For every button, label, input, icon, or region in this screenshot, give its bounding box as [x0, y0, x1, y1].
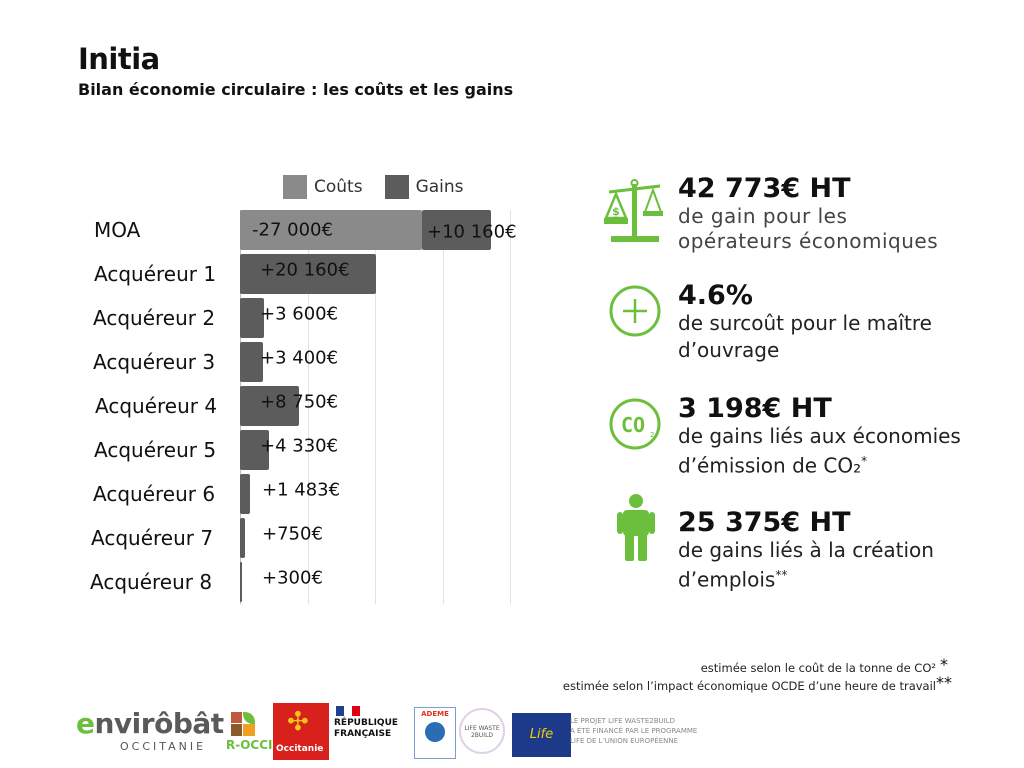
footnote-co2: estimée selon le coût de la tonne de CO² — [700, 661, 936, 675]
balance-scale-icon: $ — [604, 179, 663, 242]
data-label-gain: +10 160€ — [427, 221, 517, 243]
gridline — [307, 210, 309, 604]
bar-cost — [240, 210, 423, 250]
bar-gain — [240, 254, 377, 294]
footnote-mark: * — [861, 454, 868, 468]
footnote-mark: * — [940, 655, 948, 674]
bar-chart: MOA -27 000€ +10 160€ Acquéreur 1 +20 160€ Ac… — [0, 0, 560, 620]
category-label: Acquéreur 7 — [91, 526, 214, 550]
bar-gain — [240, 342, 263, 382]
kpi-owner-overcost: 4.6% de surcoût pour le maître d’ouvrage — [678, 281, 932, 363]
svg-text:$: $ — [612, 205, 620, 218]
category-label: Acquéreur 2 — [93, 306, 216, 330]
category-label: Acquéreur 5 — [94, 438, 217, 462]
kpi-value: 42 773€ HT — [678, 173, 851, 204]
eu-life-logo: Life — [512, 713, 571, 757]
bar-gain — [240, 474, 250, 514]
co2-icon: CO 2 — [609, 398, 661, 450]
life-funding-text: LE PROJET LIFE WASTE2BUILD A ÉTÉ FINANCÉ … — [570, 717, 698, 745]
kpi-desc: d’emplois — [678, 567, 776, 592]
bar-gain — [240, 386, 300, 426]
kpi-co2-gain: 3 198€ HT de gains liés aux économies d’… — [678, 394, 961, 479]
rocci-logo-text: R-OCCI — [226, 738, 273, 752]
rocci-logo-icon — [231, 712, 255, 736]
french-flag-icon — [336, 706, 360, 716]
data-label-gain: +300€ — [262, 567, 323, 589]
legend-label: Gains — [415, 177, 464, 197]
data-label-gain: +750€ — [262, 523, 323, 545]
person-icon — [617, 494, 655, 561]
bar-gain — [240, 430, 270, 470]
kpi-jobs-gain: 25 375€ HT de gains liés à la création d… — [678, 508, 934, 593]
gridline — [442, 210, 444, 604]
kpi-operators-gain: 42 773€ HT de gain pour les opérateurs é… — [678, 174, 938, 254]
ademe-logo: ADEME — [414, 707, 456, 759]
republique-francaise-logo: RÉPUBLIQUE FRANÇAISE — [334, 718, 399, 739]
footnote-jobs: estimée selon l’impact économique OCDE d… — [562, 679, 936, 693]
data-label-cost: -27 000€ — [252, 219, 333, 241]
plus-circle-icon — [609, 285, 661, 337]
gridline — [375, 210, 376, 604]
data-label-gain: +20 160€ — [260, 259, 350, 281]
bar-gain — [240, 518, 246, 558]
life-waste2build-logo: LIFE WASTE 2BUILD — [459, 708, 505, 754]
partner-logos: envirôbât OCCITANIE R-OCCI ✣ Occitanie R… — [76, 703, 706, 763]
data-label-gain: +3 600€ — [260, 303, 339, 325]
envirobat-logo: envirôbât — [76, 707, 224, 740]
footnote-mark: ** — [936, 673, 952, 692]
data-label-gain: +3 400€ — [260, 347, 339, 369]
category-label: Acquéreur 3 — [93, 350, 216, 374]
page-subtitle: Bilan économie circulaire : les coûts et… — [78, 80, 514, 99]
kpi-value: 3 198€ HT — [678, 393, 832, 424]
legend-costs: Coûts — [283, 175, 363, 199]
kpi-desc: d’ouvrage — [678, 338, 780, 362]
category-label: MOA — [94, 218, 141, 242]
legend-gains: Gains — [384, 175, 464, 199]
svg-text:2: 2 — [650, 431, 654, 439]
category-label: Acquéreur 1 — [94, 262, 217, 286]
kpi-desc: de gains liés à la création — [678, 538, 934, 562]
data-label-gain: +1 483€ — [262, 479, 341, 501]
legend-swatch-costs — [283, 175, 307, 199]
occitanie-logo: ✣ Occitanie — [273, 703, 329, 760]
chart-legend: Coûts Gains — [283, 175, 486, 199]
bar-gain — [240, 562, 243, 602]
gridline — [510, 210, 511, 604]
footnote-mark: ** — [775, 568, 788, 582]
kpi-value: 4.6% — [678, 280, 753, 311]
category-label: Acquéreur 8 — [90, 570, 213, 594]
data-label-gain: +4 330€ — [260, 435, 339, 457]
category-label: Acquéreur 6 — [93, 482, 216, 506]
kpi-value: 25 375€ HT — [678, 507, 851, 538]
kpi-desc: de gains liés aux économies — [678, 424, 961, 448]
legend-label: Coûts — [314, 177, 363, 197]
kpi-desc: opérateurs économiques — [678, 229, 939, 253]
bar-gain — [422, 210, 491, 250]
envirobat-subtitle: OCCITANIE — [120, 740, 207, 753]
kpi-desc: de surcoût pour le maître — [678, 311, 932, 335]
svg-text:CO: CO — [621, 413, 645, 437]
bar-gain — [240, 298, 265, 338]
kpi-desc: de gain pour les — [678, 204, 848, 228]
page-title: Initia — [78, 42, 160, 76]
kpi-desc: d’émission de CO₂ — [678, 453, 862, 478]
category-label: Acquéreur 4 — [95, 394, 218, 418]
data-label-gain: +8 750€ — [260, 391, 339, 413]
legend-swatch-gains — [384, 175, 409, 199]
